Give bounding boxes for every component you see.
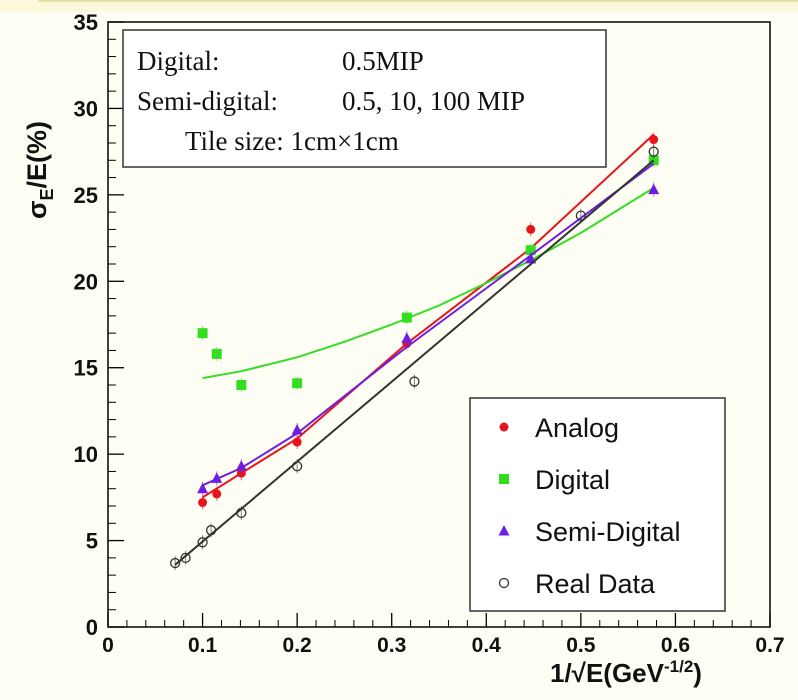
- y-axis-title-sigma: σ: [22, 201, 52, 219]
- data-point-analog: [198, 498, 208, 508]
- data-point-analog: [649, 135, 659, 145]
- data-point-real-data: [409, 376, 420, 387]
- x-axis-title-main: 1/√E(GeV: [550, 658, 665, 688]
- fit-line-semi-digital: [202, 162, 655, 487]
- data-point-semi-digital: [197, 482, 209, 494]
- data-point-real-data: [169, 557, 181, 569]
- y-tick-label: 15: [74, 356, 98, 381]
- legend-label-semi-digital: Semi-Digital: [535, 517, 681, 547]
- data-point-real-data: [575, 210, 587, 221]
- y-tick-label: 25: [74, 183, 98, 208]
- data-point-digital: [292, 378, 303, 389]
- legend-label-digital: Digital: [535, 465, 610, 495]
- data-point-real-data: [180, 552, 191, 564]
- top-rule: [38, 0, 798, 2]
- y-axis-title-text: σE/E(%): [22, 121, 57, 219]
- series-real-data: [169, 144, 659, 571]
- data-point-real-data: [197, 537, 208, 548]
- legend-marker-real-data: [498, 577, 510, 589]
- annotation-value: 0.5, 10, 100 MIP: [342, 86, 525, 116]
- x-tick-label: 0.6: [661, 634, 690, 657]
- annotation-label: Semi-digital:: [137, 86, 278, 116]
- legend-marker-digital: [499, 474, 509, 484]
- x-tick-label: 0.3: [377, 634, 406, 657]
- legend-label-real-data: Real Data: [535, 569, 656, 599]
- fit-line-digital: [202, 187, 655, 380]
- legend-label-analog: Analog: [535, 413, 619, 443]
- data-point-semi-digital: [235, 460, 247, 471]
- x-axis-title-exponent: -1/2: [664, 657, 693, 676]
- y-tick-label: 0: [86, 615, 98, 640]
- x-tick-label: 0.1: [188, 634, 218, 657]
- data-point-real-data: [291, 461, 303, 472]
- annotation-value: Tile size: 1cm×1cm: [185, 126, 399, 156]
- data-point-digital: [525, 245, 536, 256]
- data-point-semi-digital: [648, 183, 660, 195]
- data-point-digital: [401, 312, 412, 323]
- legend-marker-semi-digital: [498, 525, 510, 536]
- data-point-real-data: [648, 146, 659, 157]
- x-tick-label: 0.4: [472, 634, 502, 657]
- y-axis-title-subscript: E: [37, 189, 57, 201]
- data-point-analog: [212, 489, 222, 499]
- legend-marker-analog: [499, 422, 509, 432]
- plot-frame: [107, 21, 771, 628]
- fit-line-real-data: [174, 159, 655, 566]
- y-tick-label: 35: [74, 10, 98, 35]
- y-tick-label: 10: [74, 442, 98, 467]
- annotation-label: Digital:: [137, 46, 220, 76]
- x-tick-label: 0: [102, 634, 114, 657]
- y-axis-title: σE/E(%): [22, 121, 57, 219]
- x-axis-title: 1/√E(GeV-1/2): [550, 657, 702, 688]
- data-point-semi-digital: [211, 472, 223, 483]
- x-tick-label: 0.5: [566, 634, 596, 657]
- legend-box: [469, 397, 726, 612]
- y-tick-label: 5: [86, 529, 98, 554]
- data-point-digital: [211, 348, 222, 359]
- data-point-real-data: [205, 525, 217, 536]
- y-axis-title-rest: /E(%): [22, 121, 52, 189]
- data-point-semi-digital: [401, 332, 413, 343]
- annotation-box: [122, 29, 607, 168]
- series-digital: [197, 153, 659, 392]
- data-point-semi-digital: [291, 423, 303, 435]
- y-tick-label: 20: [74, 269, 98, 294]
- x-tick-label: 0.7: [755, 634, 784, 657]
- x-axis-title-close: ): [693, 658, 702, 688]
- data-point-analog: [526, 224, 536, 234]
- data-point-digital: [236, 380, 247, 390]
- data-point-analog: [292, 437, 302, 447]
- y-tick-label: 30: [74, 96, 98, 121]
- series-semi-digital: [197, 162, 660, 496]
- top-strip: [0, 0, 798, 12]
- data-point-real-data: [236, 507, 247, 519]
- annotation-value: 0.5MIP: [342, 46, 424, 76]
- data-point-digital: [197, 328, 208, 339]
- x-tick-label: 0.2: [283, 634, 312, 657]
